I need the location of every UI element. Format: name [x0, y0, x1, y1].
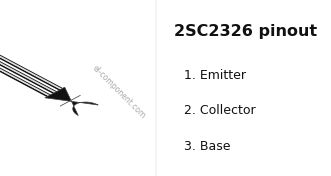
Text: 2. Collector: 2. Collector — [184, 104, 255, 117]
Polygon shape — [0, 43, 63, 92]
Polygon shape — [0, 47, 57, 95]
Polygon shape — [0, 42, 65, 90]
Polygon shape — [0, 50, 51, 98]
Polygon shape — [0, 49, 52, 97]
Polygon shape — [45, 87, 98, 116]
Polygon shape — [0, 43, 65, 91]
Polygon shape — [0, 46, 58, 94]
Text: 3. Base: 3. Base — [184, 140, 230, 153]
Text: 2SC2326 pinout: 2SC2326 pinout — [174, 24, 317, 39]
Polygon shape — [0, 49, 53, 96]
Text: 1. Emitter: 1. Emitter — [184, 69, 246, 82]
Text: el-component.com: el-component.com — [91, 63, 148, 120]
Polygon shape — [0, 45, 59, 93]
